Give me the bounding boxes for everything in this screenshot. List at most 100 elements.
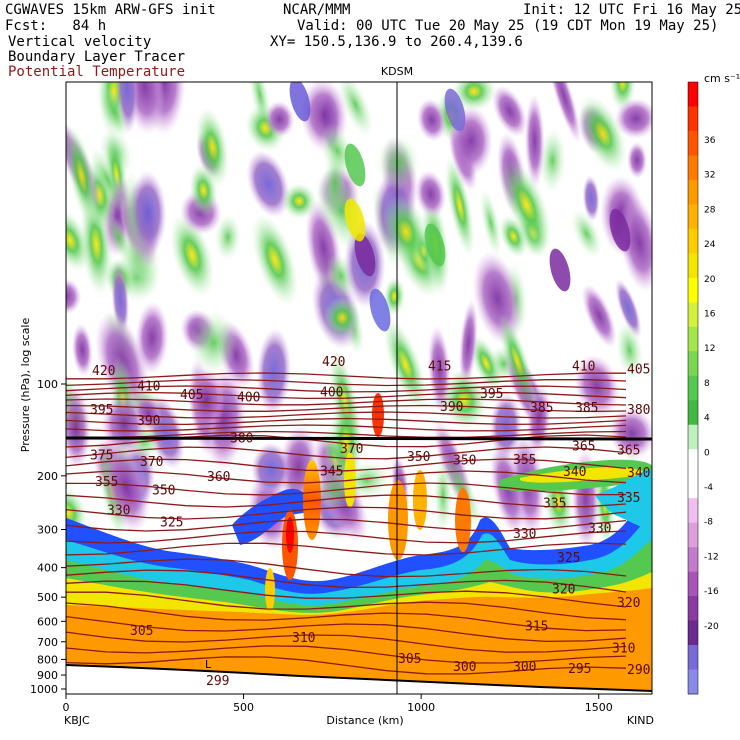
theta-label-350: 350 bbox=[407, 450, 430, 465]
velocity-field bbox=[66, 82, 652, 694]
x-tick-label-0: 0 bbox=[63, 701, 70, 714]
theta-label-330: 330 bbox=[513, 527, 536, 542]
colorbar-swatch bbox=[688, 82, 698, 107]
colorbar-swatch bbox=[688, 596, 698, 622]
velocity-cell bbox=[538, 128, 567, 193]
velocity-cell bbox=[451, 82, 497, 112]
colorbar-swatch bbox=[688, 473, 698, 499]
y-tick-label-1000: 1000 bbox=[30, 683, 58, 696]
theta-label-330: 330 bbox=[107, 504, 130, 519]
org-label: NCAR/MMM bbox=[283, 2, 351, 18]
y-tick-label-400: 400 bbox=[37, 562, 58, 575]
theta-contour-line bbox=[66, 506, 627, 520]
upper-tracer-cyan-edge bbox=[595, 470, 652, 530]
theta-label-300: 300 bbox=[453, 660, 476, 675]
theta-contour-line bbox=[66, 591, 627, 621]
velocity-cell bbox=[66, 386, 91, 470]
velocity-cell bbox=[582, 175, 600, 222]
velocity-cell bbox=[444, 155, 475, 257]
colorbar-label: -4 bbox=[704, 483, 713, 493]
theta-label-410: 410 bbox=[137, 379, 160, 394]
theta-label-320: 320 bbox=[552, 582, 575, 597]
theta-contour-line bbox=[66, 656, 627, 675]
velocity-cell bbox=[415, 170, 447, 218]
velocity-cell bbox=[546, 82, 581, 144]
velocity-cell bbox=[499, 215, 528, 258]
theta-contour-line bbox=[66, 385, 627, 393]
velocity-cell bbox=[189, 310, 238, 376]
velocity-cell bbox=[135, 301, 169, 375]
velocity-cell bbox=[116, 82, 139, 134]
velocity-cell bbox=[102, 442, 150, 533]
theta-contour-line bbox=[66, 417, 627, 426]
theta-label-335: 335 bbox=[543, 497, 566, 512]
theta-label-360: 360 bbox=[207, 470, 230, 485]
plot-frame bbox=[65, 81, 653, 695]
velocity-cell bbox=[615, 320, 644, 380]
velocity-cell bbox=[246, 150, 290, 218]
tracer-low-label: L bbox=[205, 658, 212, 671]
y-tick-label-200: 200 bbox=[37, 470, 58, 483]
velocity-core bbox=[444, 88, 466, 132]
velocity-core bbox=[609, 208, 631, 252]
theta-label-305: 305 bbox=[130, 624, 153, 639]
colorbar-label: -16 bbox=[704, 587, 719, 597]
theta-contour-line bbox=[66, 398, 627, 406]
tropopause-line bbox=[66, 436, 652, 441]
velocity-cell bbox=[619, 195, 652, 293]
colorbar-swatch bbox=[688, 130, 698, 156]
theta-label-375: 375 bbox=[90, 448, 113, 463]
colorbar-swatch bbox=[688, 253, 698, 279]
theta-contour-line bbox=[66, 470, 627, 484]
theta-label-325: 325 bbox=[160, 515, 183, 530]
theta-label-345: 345 bbox=[320, 464, 343, 479]
colorbar-label: 12 bbox=[704, 344, 715, 354]
theta-label-400: 400 bbox=[237, 391, 260, 406]
theta-contour-line bbox=[66, 372, 626, 380]
theta-label-325: 325 bbox=[557, 551, 580, 566]
velocity-core bbox=[354, 233, 376, 277]
theta-contour-line bbox=[66, 446, 627, 460]
x-tick-label-500: 500 bbox=[233, 701, 254, 714]
theta-label-380: 380 bbox=[627, 403, 650, 418]
velocity-cell bbox=[416, 98, 447, 142]
theta-contour-line bbox=[66, 542, 627, 556]
x-axis: 0 500 1000 1500 bbox=[63, 694, 613, 714]
theta-label-355: 355 bbox=[513, 453, 536, 468]
colorbar-label: -12 bbox=[704, 552, 719, 562]
theta-label-385: 385 bbox=[575, 401, 598, 416]
velocity-cell bbox=[383, 276, 406, 317]
theta-label-370: 370 bbox=[340, 442, 363, 457]
velocity-cell bbox=[609, 82, 636, 112]
theta-label-420: 420 bbox=[322, 355, 345, 370]
y-tick-label-500: 500 bbox=[37, 591, 58, 604]
colorbar-swatch bbox=[688, 400, 698, 426]
velocity-cell bbox=[383, 317, 428, 412]
velocity-cell bbox=[323, 296, 362, 339]
velocity-cell bbox=[492, 85, 528, 138]
cross-section-coords: XY= 150.5,136.9 to 260.4,139.6 bbox=[270, 34, 523, 50]
y-tick-label-900: 900 bbox=[37, 669, 58, 682]
colorbar-swatch bbox=[688, 106, 698, 132]
upper-tracer-yellow-core bbox=[520, 467, 648, 483]
velocity-cell bbox=[337, 82, 374, 138]
velocity-cell bbox=[382, 195, 430, 269]
y-tick-label-600: 600 bbox=[37, 615, 58, 628]
theta-contour-line bbox=[66, 411, 627, 419]
valid-time: Valid: 00 UTC Tue 20 May 25 (19 CDT Mon … bbox=[297, 18, 719, 34]
theta-contour-line bbox=[66, 518, 627, 532]
field-label-theta: Potential Temperature bbox=[8, 64, 186, 80]
colorbar-swatch bbox=[688, 204, 698, 230]
theta-label-310: 310 bbox=[292, 631, 315, 646]
colorbar-label: 16 bbox=[704, 310, 716, 320]
colorbar-label: -20 bbox=[704, 622, 719, 632]
colorbar-swatch bbox=[688, 547, 698, 573]
theta-label-310: 310 bbox=[612, 641, 635, 656]
theta-contour-line bbox=[66, 602, 627, 632]
velocity-cell bbox=[615, 278, 642, 338]
theta-label-350: 350 bbox=[152, 484, 175, 499]
theta-contour-line bbox=[66, 615, 627, 643]
colorbar-swatch bbox=[688, 522, 698, 548]
